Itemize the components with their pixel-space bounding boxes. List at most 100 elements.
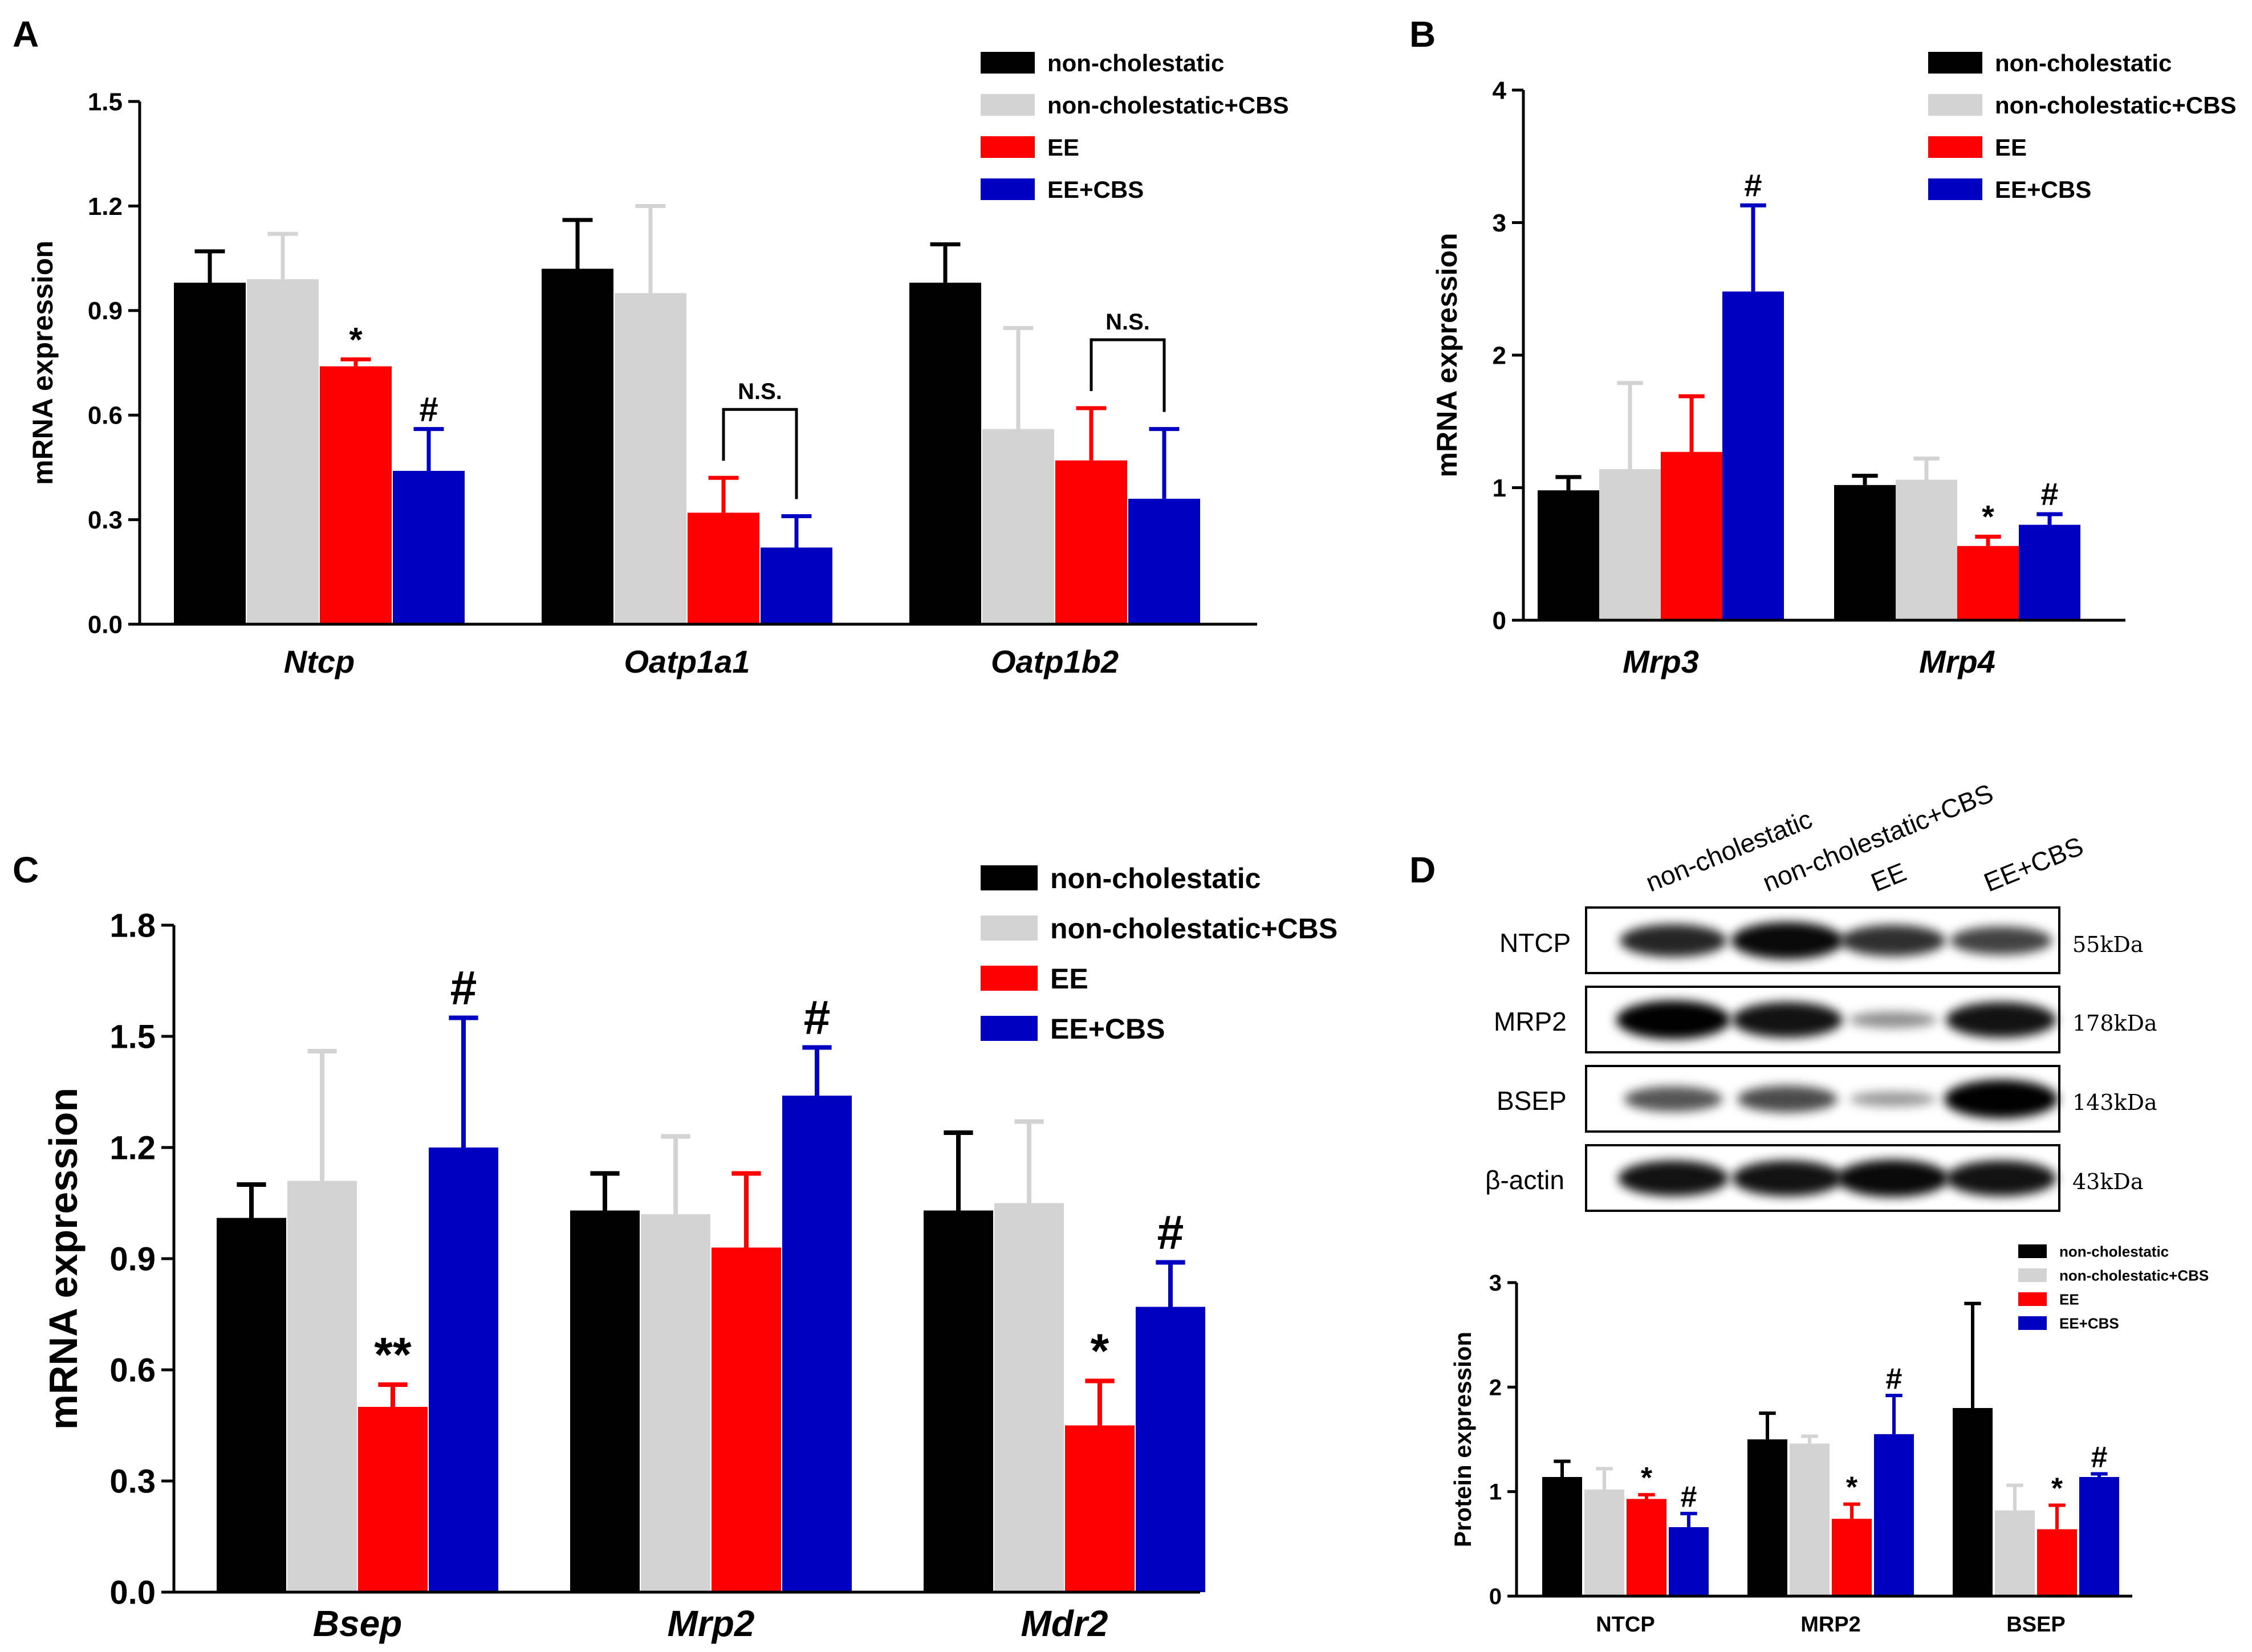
- blot-lane-label: EE+CBS: [1979, 831, 2087, 898]
- blot-protein-label: BSEP: [1497, 1086, 1567, 1116]
- significance-marker: #: [450, 961, 477, 1015]
- significance-marker: *: [1091, 1324, 1109, 1378]
- bar: [909, 282, 981, 625]
- legend-label: EE+CBS: [1995, 176, 2091, 203]
- blot-band: [1836, 1159, 1949, 1197]
- bar: [1128, 498, 1200, 624]
- legend-label: non-cholestatic: [2059, 1243, 2169, 1260]
- y-axis-label: Protein expression: [1449, 1332, 1476, 1547]
- y-tick-label: 3: [1493, 209, 1506, 237]
- bar: [688, 512, 759, 624]
- legend-swatch: [1928, 94, 1982, 116]
- bar: [287, 1181, 357, 1592]
- bar: [1065, 1425, 1135, 1592]
- bar: [761, 547, 832, 624]
- category-label: BSEP: [2006, 1613, 2065, 1637]
- bar: [429, 1148, 498, 1592]
- blot-size-label: 178kDa: [2072, 1011, 2157, 1036]
- legend-label: non-cholestatic+CBS: [1047, 92, 1289, 119]
- legend-swatch: [981, 915, 1038, 941]
- y-tick-label: 2: [1489, 1375, 1502, 1400]
- y-tick-label: 0.9: [109, 1240, 156, 1277]
- legend-swatch: [981, 52, 1035, 74]
- category-label: Ntcp: [284, 644, 355, 679]
- y-tick-label: 0.3: [109, 1463, 156, 1500]
- legend-swatch: [981, 1016, 1038, 1041]
- y-tick-label: 1.5: [88, 88, 123, 116]
- legend-label: non-cholestatic: [1995, 50, 2172, 76]
- y-tick-label: 0.0: [88, 611, 123, 638]
- bar: [174, 282, 246, 625]
- significance-marker: #: [1157, 1206, 1184, 1259]
- bar: [217, 1218, 286, 1592]
- significance-marker: *: [1982, 499, 1994, 535]
- bar: [1896, 479, 1957, 620]
- ns-bracket: [722, 408, 798, 499]
- legend-label: non-cholestatic+CBS: [1995, 92, 2237, 119]
- category-label: Oatp1a1: [624, 644, 750, 679]
- ns-bracket: [1090, 338, 1166, 412]
- significance-marker: #: [1681, 1480, 1697, 1513]
- y-tick-label: 1: [1489, 1480, 1502, 1505]
- legend-label: non-cholestatic+CBS: [2059, 1267, 2209, 1284]
- bar: [1538, 490, 1599, 620]
- legend-label: non-cholestatic: [1047, 50, 1224, 76]
- legend-label: non-cholestatic+CBS: [1050, 913, 1338, 945]
- category-label: Mrp2: [668, 1603, 755, 1644]
- blot-band: [1737, 1085, 1838, 1113]
- panel-label-a: A: [13, 14, 39, 55]
- bar: [1832, 1519, 1872, 1596]
- legend-label: EE: [1995, 134, 2027, 161]
- legend-label: EE: [1047, 134, 1079, 161]
- significance-marker: *: [1641, 1462, 1653, 1495]
- bar: [1722, 291, 1784, 620]
- legend-swatch: [981, 136, 1035, 158]
- category-label: MRP2: [1800, 1613, 1861, 1637]
- legend-swatch: [1928, 178, 1982, 200]
- bar: [393, 471, 465, 624]
- blot-band: [1624, 1086, 1723, 1112]
- chart-panel-a: 0.0 0.3 0.6 0.9 1.2 1.5 mRNA expression Ntcp Oat…: [27, 50, 1289, 679]
- blot-lane-label: EE: [1867, 857, 1910, 897]
- bar: [1953, 1408, 1993, 1596]
- legend-swatch: [2018, 1292, 2047, 1306]
- bar: [542, 268, 613, 624]
- blot-size-label: 43kDa: [2072, 1169, 2144, 1194]
- bar: [1584, 1490, 1624, 1596]
- significance-marker: #: [419, 390, 438, 429]
- panel-label-c: C: [13, 849, 39, 890]
- y-tick-label: 3: [1489, 1271, 1502, 1296]
- y-tick-label: 0: [1489, 1584, 1502, 1609]
- category-label: Oatp1b2: [991, 644, 1119, 679]
- bar: [1790, 1443, 1830, 1596]
- panel-label-d: D: [1409, 849, 1436, 890]
- y-axis-label: mRNA expression: [27, 241, 59, 485]
- significance-marker: *: [1846, 1471, 1858, 1504]
- bar: [1599, 469, 1661, 620]
- legend-swatch: [1928, 52, 1982, 74]
- bar: [615, 293, 686, 624]
- legend-label: EE+CBS: [2059, 1315, 2119, 1332]
- bar: [1995, 1510, 2035, 1596]
- bar: [1542, 1477, 1582, 1596]
- blot-band: [1946, 1160, 2056, 1197]
- blot-size-label: 55kDa: [2072, 932, 2144, 957]
- bar: [924, 1210, 993, 1592]
- blot-protein-label: NTCP: [1499, 928, 1571, 958]
- bar: [2079, 1477, 2119, 1596]
- significance-marker: **: [374, 1328, 412, 1381]
- category-label: NTCP: [1596, 1613, 1655, 1637]
- blot-band: [1618, 1160, 1729, 1197]
- blot-size-label: 143kDa: [2072, 1090, 2157, 1115]
- bar: [2019, 524, 2080, 620]
- blot-band: [1944, 1080, 2058, 1118]
- bar: [641, 1214, 710, 1592]
- ns-label: N.S.: [1105, 310, 1150, 335]
- significance-marker: #: [2040, 476, 2058, 512]
- legend-label: EE+CBS: [1050, 1013, 1165, 1045]
- y-tick-label: 1.2: [88, 193, 123, 221]
- category-label: Bsep: [313, 1603, 403, 1644]
- blot-band: [1848, 1011, 1937, 1028]
- y-tick-label: 1.2: [109, 1129, 156, 1166]
- bar: [782, 1096, 852, 1592]
